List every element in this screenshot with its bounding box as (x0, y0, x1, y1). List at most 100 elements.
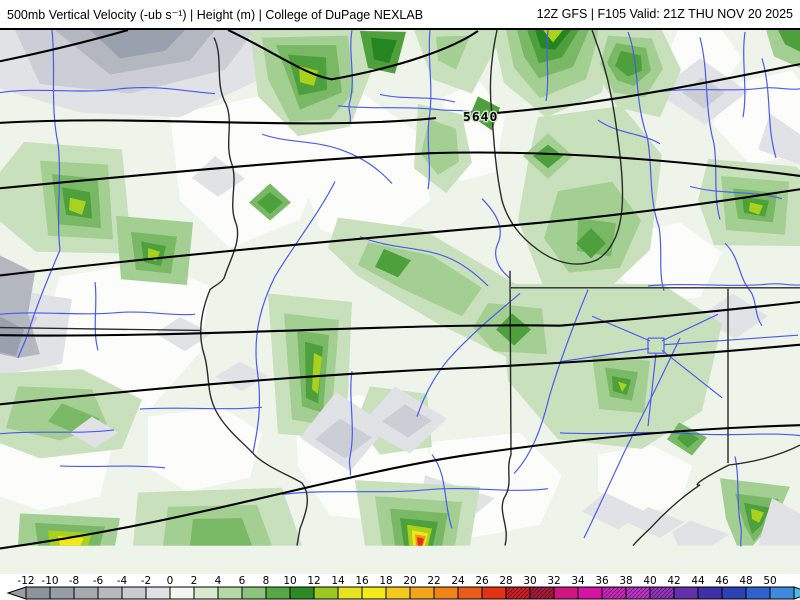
river-line (513, 289, 589, 474)
vv-blob (758, 113, 800, 165)
vv-blob (190, 518, 252, 546)
colorbar-tick-label: 20 (403, 575, 416, 587)
colorbar-tick-label: 8 (263, 575, 270, 587)
vv-blob (672, 520, 730, 546)
height-contour (0, 343, 800, 406)
colorbar-box (169, 586, 195, 600)
colorbar-tick-label: 50 (763, 575, 776, 587)
colorbar-box-hatch (650, 587, 674, 599)
colorbar-left-arrow (6, 586, 27, 600)
colorbar-box (553, 586, 579, 600)
colorbar-tick-labels: -12 -10 -8 -6 -4 -2 0 2 4 6 8 10 12 14 16 18 20 22 24 26 28 3… (17, 575, 776, 587)
colorbar-box (313, 586, 339, 600)
vv-blob (90, 30, 185, 59)
height-contour (0, 30, 129, 63)
height-contour (0, 424, 800, 550)
colorbar-box (769, 586, 795, 600)
vv-blob (615, 50, 642, 77)
colorbar-tick-label: 46 (715, 575, 729, 587)
colorbar-tick-label: -10 (41, 575, 58, 587)
colorbar-box (721, 586, 747, 600)
height-contour (489, 63, 800, 115)
river-line (348, 371, 353, 476)
vv-blob (618, 381, 627, 393)
vv-blob (576, 228, 606, 259)
vv-blob (598, 445, 692, 516)
river-line (627, 31, 665, 291)
river-line (416, 293, 521, 417)
vv-blob (749, 202, 763, 215)
river-line (0, 87, 216, 95)
colorbar-tick-label: 12 (307, 575, 320, 587)
colorbar-box (97, 586, 123, 600)
colorbar-box (745, 586, 771, 600)
colorbar-box (73, 586, 99, 600)
rivers-roads-layer (0, 30, 800, 547)
height-contour (0, 188, 800, 277)
title-bar: 500mb Vertical Velocity (-ub s⁻¹) | Heig… (0, 0, 800, 30)
vv-blob (170, 96, 330, 248)
colorbar-box (289, 586, 315, 600)
river-line (359, 236, 489, 287)
height-contour (227, 30, 479, 81)
colorbar-tick-label: -2 (141, 575, 151, 587)
river-line (0, 429, 115, 435)
river-line (94, 282, 99, 351)
river-line (659, 87, 800, 93)
height-contours-layer (0, 30, 800, 550)
river-line (261, 133, 393, 184)
colorbar-box (673, 586, 699, 600)
river-line (689, 185, 783, 200)
colorbar-tick-label: 18 (379, 575, 392, 587)
colorbar-tick-label: 16 (355, 575, 369, 587)
river-line (252, 181, 336, 453)
colorbar-box (337, 586, 363, 600)
vv-blob (582, 492, 645, 530)
river-line (545, 30, 549, 102)
vv-colorbar: -12 -10 -8 -6 -4 -2 0 2 4 6 8 10 12 14 16 18 20 22 24 26 28 3… (6, 575, 800, 600)
vv-blob (148, 407, 262, 492)
vv-blob (436, 35, 470, 70)
colorbar-box-hatch (530, 587, 554, 599)
colorbar-tick-label: 36 (595, 575, 609, 587)
colorbar-boxes (6, 586, 800, 600)
height-contour (0, 151, 800, 190)
colorbar-tick-label: 24 (451, 575, 465, 587)
vv-blob (677, 429, 699, 448)
river-line (59, 465, 166, 469)
colorbar-tick-label: 38 (619, 575, 632, 587)
river-line (17, 30, 61, 359)
colorbar-tick-label: 4 (215, 575, 222, 587)
river-line (761, 58, 777, 159)
colorbar-tick-label: -6 (93, 575, 104, 587)
vv-blob (69, 197, 86, 215)
river-line (0, 311, 196, 316)
colorbar-tick-label: 42 (667, 575, 680, 587)
colorbar-box (193, 586, 219, 600)
state-borders-layer (0, 30, 800, 546)
vv-blob (192, 156, 245, 197)
river-line (597, 119, 661, 145)
vv-blob (417, 537, 424, 546)
colorbar-tick-label: 30 (523, 575, 536, 587)
colorbar-box (481, 586, 507, 600)
vv-blob (300, 91, 430, 248)
vv-blob (533, 144, 563, 169)
colorbar-box-hatch (602, 587, 626, 599)
vv-blob (70, 416, 118, 448)
vv-blob (371, 37, 397, 64)
colorbar-tick-label: 26 (475, 575, 489, 587)
colorbar-box-hatch (626, 587, 650, 599)
vv-blob (751, 508, 764, 523)
colorbar-box (241, 586, 267, 600)
vv-blob (257, 192, 283, 214)
border-line (489, 30, 624, 265)
colorbar-tick-label: 44 (691, 575, 705, 587)
colorbar-box (217, 586, 243, 600)
river-line (559, 313, 799, 427)
colorbar-box (409, 586, 435, 600)
colorbar-tick-label: 48 (739, 575, 752, 587)
border-line (199, 37, 309, 546)
border-line (632, 444, 800, 546)
